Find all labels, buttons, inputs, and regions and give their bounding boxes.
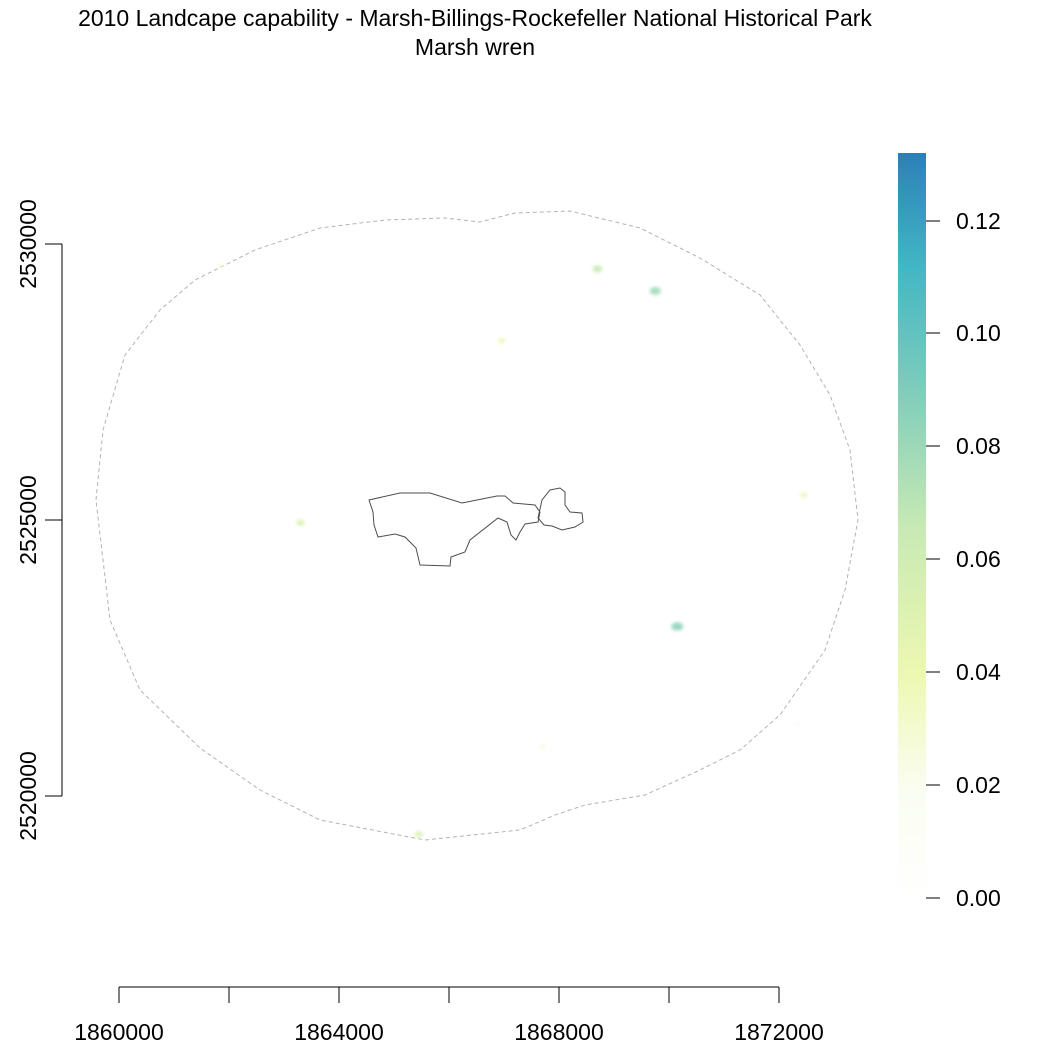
color-legend: 0.00 0.02 0.04 0.06 0.08 0.10 0.12 [898, 153, 1001, 911]
y-tick-label: 2520000 [15, 751, 41, 841]
park-boundary-east [537, 487, 584, 531]
suitability-patch [451, 639, 458, 644]
suitability-patch [795, 722, 802, 727]
legend-tick-label: 0.04 [956, 659, 1001, 685]
y-axis: 2530000 2525000 2520000 [15, 199, 63, 841]
legend-tick-label: 0.06 [956, 546, 1001, 572]
suitability-patch [671, 622, 684, 631]
legend-tick-label: 0.00 [956, 885, 1001, 911]
suitability-patch [296, 519, 305, 526]
x-axis: 1860000 1864000 1868000 1872000 [74, 986, 824, 1045]
suitability-patch [799, 492, 808, 498]
map-title: 2010 Landcape capability - Marsh-Billing… [0, 4, 950, 62]
suitability-patch [776, 733, 782, 738]
suitability-patch [649, 287, 661, 295]
y-tick-label: 2530000 [15, 199, 41, 289]
suitability-patch [592, 265, 603, 273]
suitability-patch [217, 263, 224, 269]
title-line1: 2010 Landcape capability - Marsh-Billing… [78, 5, 872, 31]
legend-tick-label: 0.02 [956, 772, 1001, 798]
x-tick-label: 1868000 [514, 1019, 604, 1045]
suitability-patch [414, 831, 424, 838]
suitability-patch [204, 810, 210, 815]
y-tick-label: 2525000 [15, 475, 41, 565]
park-boundary [368, 492, 541, 567]
legend-tick-label: 0.12 [956, 208, 1001, 234]
x-tick-label: 1872000 [734, 1019, 824, 1045]
legend-tick-label: 0.08 [956, 433, 1001, 459]
suitability-patch [497, 337, 506, 344]
x-tick-label: 1864000 [294, 1019, 384, 1045]
legend-tick-label: 0.10 [956, 320, 1001, 346]
x-tick-label: 1860000 [74, 1019, 164, 1045]
title-line2: Marsh wren [414, 34, 536, 60]
legend-colorbar [898, 153, 926, 898]
buffer-boundary [95, 210, 859, 841]
suitability-patch [539, 744, 546, 749]
suitability-patches [204, 263, 808, 838]
